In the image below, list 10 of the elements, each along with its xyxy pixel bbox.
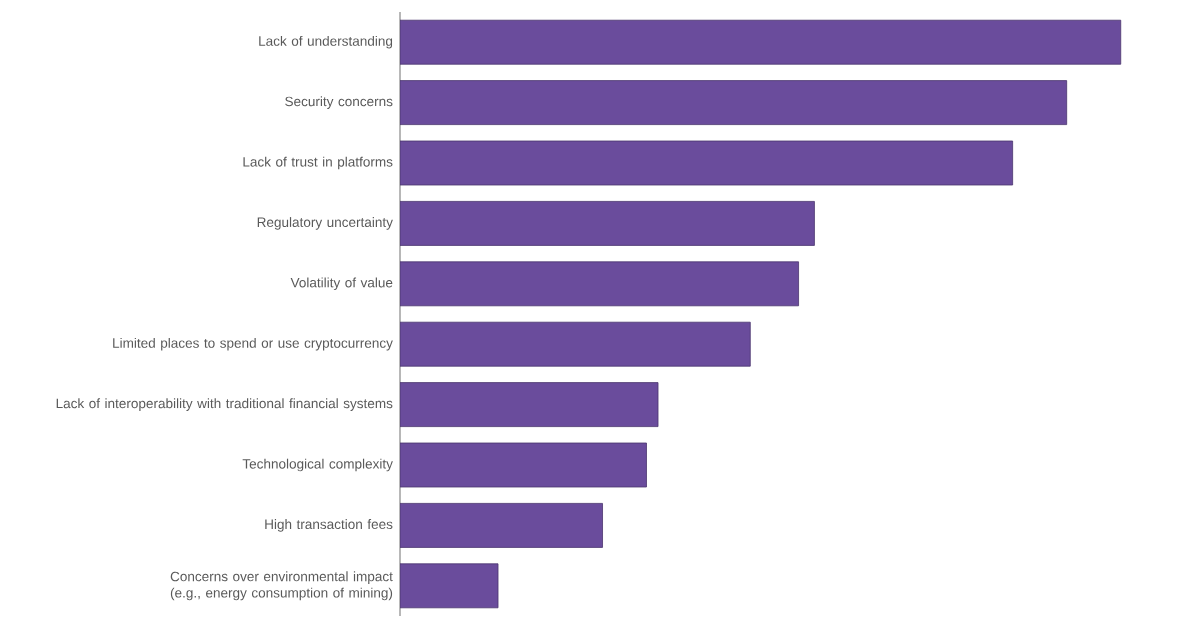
bar [400, 19, 1122, 65]
bar [400, 140, 1014, 186]
bar [400, 503, 603, 548]
bar [400, 201, 815, 246]
bar [400, 261, 799, 307]
bar [400, 563, 499, 609]
bar [400, 80, 1068, 125]
bar [400, 442, 647, 488]
bar [400, 321, 751, 367]
bar [400, 382, 659, 428]
